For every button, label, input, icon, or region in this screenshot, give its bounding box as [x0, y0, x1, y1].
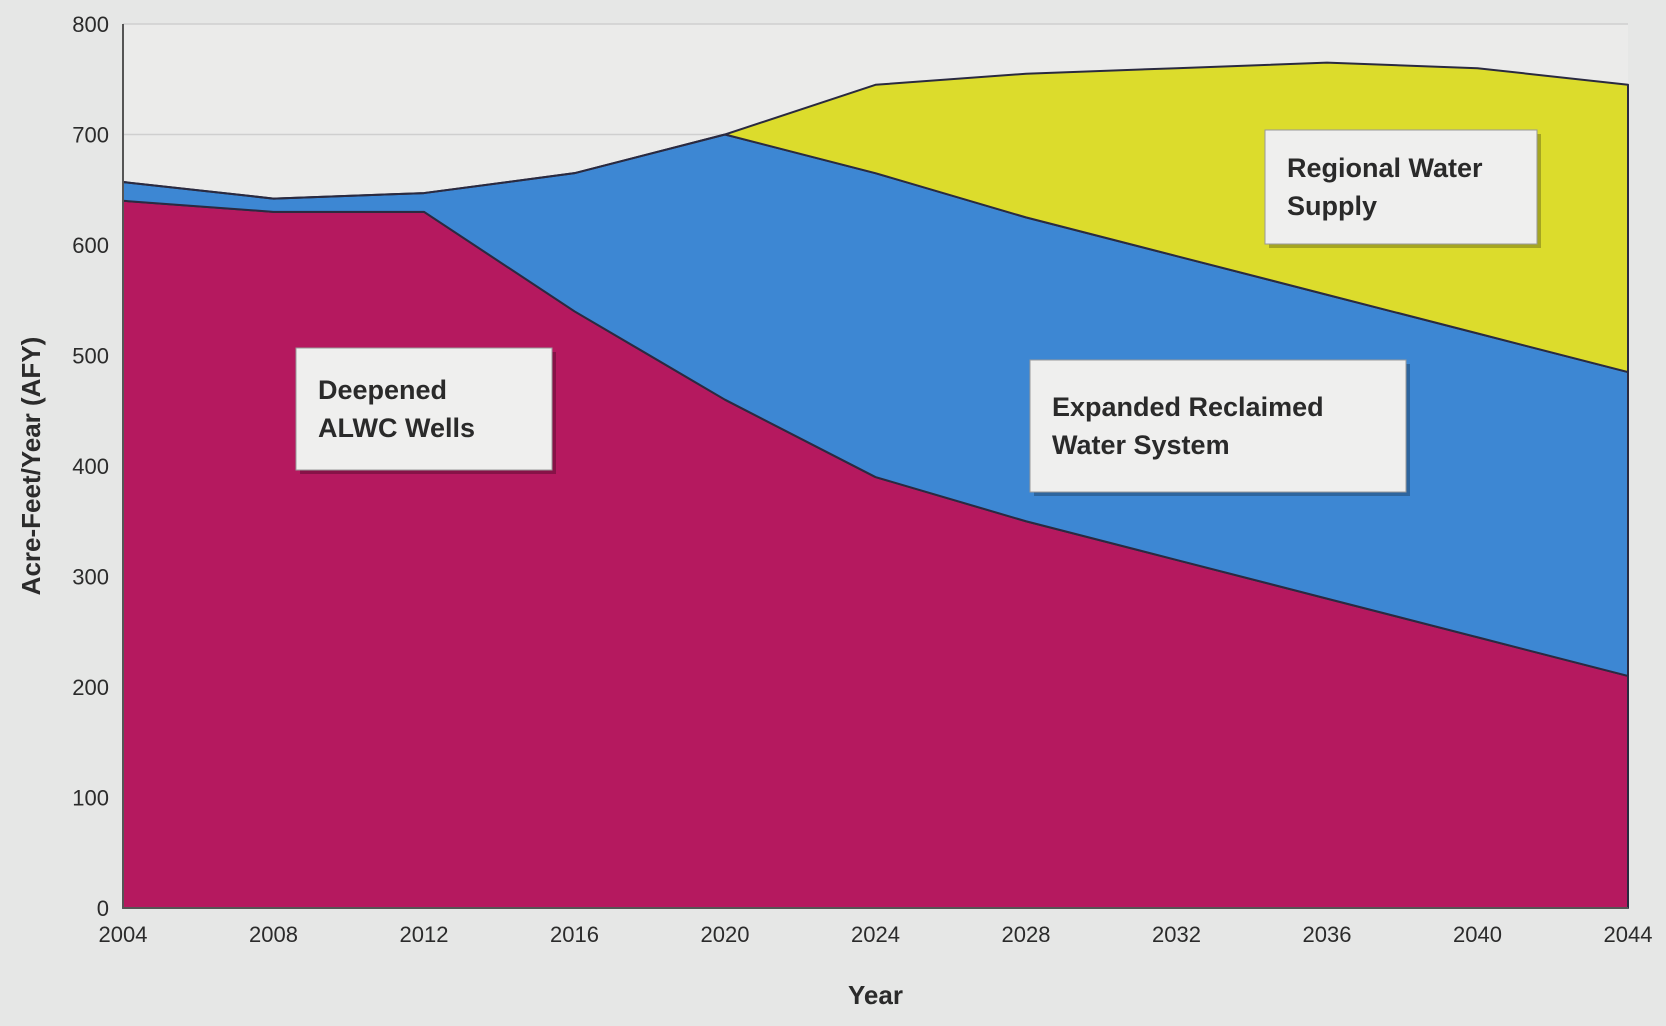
axes: [122, 24, 1628, 909]
y-tick-label: 500: [72, 344, 109, 369]
annotation-text: Deepened: [318, 375, 447, 405]
annotation-background: [295, 347, 553, 471]
annotation-background: [1029, 359, 1407, 493]
annotation-background: [1264, 129, 1538, 245]
y-tick-label: 200: [72, 675, 109, 700]
annotation-text: Water System: [1052, 430, 1230, 460]
annotation-text: ALWC Wells: [318, 413, 475, 443]
x-tick-label: 2012: [400, 922, 449, 947]
y-tick-label: 300: [72, 565, 109, 590]
annotation-box-2: Expanded Reclaimed Water System: [1029, 359, 1410, 496]
annotation-text: Expanded Reclaimed: [1052, 392, 1324, 422]
y-tick-label: 700: [72, 123, 109, 148]
annotation-box-3: Regional Water Supply: [1264, 129, 1541, 248]
x-tick-label: 2036: [1303, 922, 1352, 947]
x-tick-label: 2028: [1002, 922, 1051, 947]
x-tick-label: 2044: [1604, 922, 1653, 947]
y-tick-labels: 0 100 200 300 400 500 600 700 800: [72, 12, 109, 921]
y-tick-label: 800: [72, 12, 109, 37]
x-tick-label: 2040: [1453, 922, 1502, 947]
y-axis-title: Acre-Feet/Year (AFY): [16, 337, 46, 596]
x-tick-label: 2020: [701, 922, 750, 947]
x-tick-labels: 2004 2008 2012 2016 2020 2024 2028 2032 2036 2040…: [99, 922, 1653, 947]
series-annotations: Deepened ALWC Wells Expanded Reclaimed Wate…: [295, 129, 1541, 496]
x-tick-label: 2004: [99, 922, 148, 947]
y-tick-label: 400: [72, 454, 109, 479]
annotation-box-1: Deepened ALWC Wells: [295, 347, 556, 474]
area-series-3: [122, 61, 1629, 374]
x-axis-title: Year: [848, 980, 903, 1010]
y-tick-label: 100: [72, 786, 109, 811]
x-tick-label: 2016: [550, 922, 599, 947]
x-tick-label: 2032: [1152, 922, 1201, 947]
y-tick-label: 600: [72, 233, 109, 258]
annotation-text: Supply: [1287, 191, 1377, 221]
y-tick-label: 0: [97, 896, 109, 921]
x-tick-label: 2008: [249, 922, 298, 947]
annotation-text: Regional Water: [1287, 153, 1483, 183]
x-tick-label: 2024: [851, 922, 900, 947]
